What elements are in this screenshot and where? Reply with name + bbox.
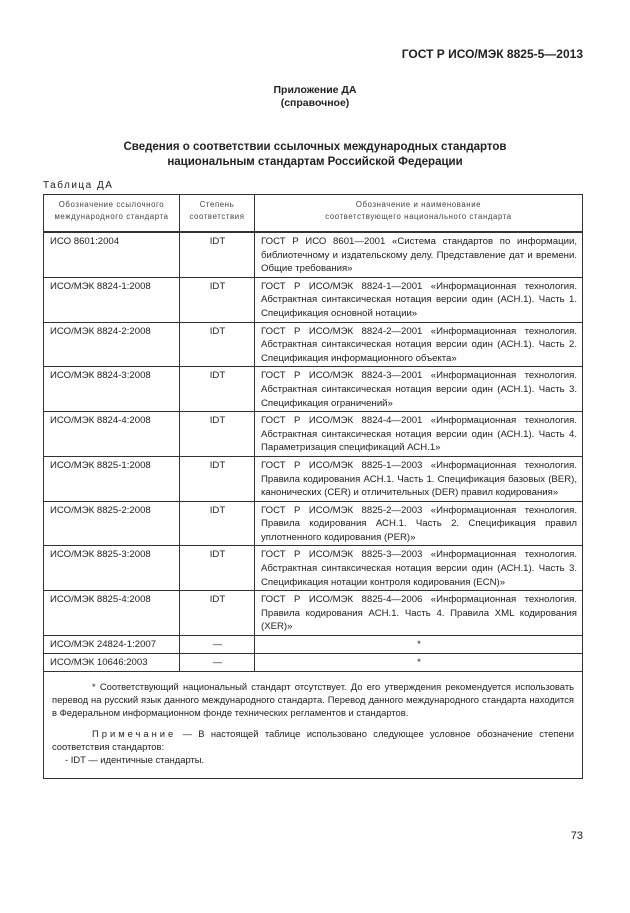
ref-cell: ИСО/МЭК 8825-4:2008	[43, 590, 180, 637]
ref-cell: ИСО/МЭК 8825-2:2008	[43, 500, 180, 547]
national-standard-cell: ГОСТ Р ИСО 8601—2001 «Система стандартов…	[254, 230, 583, 278]
table-row: ИСО/МЭК 8824-4:2008 IDT ГОСТ Р ИСО/МЭК 882…	[43, 411, 583, 457]
table-row: ИСО/МЭК 8825-3:2008 IDT ГОСТ Р ИСО/МЭК 882…	[43, 545, 583, 592]
note-label: Примечание	[92, 728, 177, 740]
degree-cell: IDT	[179, 545, 255, 592]
national-standard-cell: ГОСТ Р ИСО/МЭК 8824-2—2001 «Информационн…	[254, 321, 583, 368]
ref-cell: ИСО/МЭК 24824-1:2007	[43, 635, 180, 655]
section-title-line: Сведения о соответствии ссылочных междун…	[123, 141, 507, 153]
national-standard-cell: *	[254, 635, 583, 655]
page-number: 73	[570, 830, 583, 842]
table-row: ИСО/МЭК 8825-1:2008 IDT ГОСТ Р ИСО/МЭК 882…	[43, 455, 583, 502]
table-row: ИСО/МЭК 8825-2:2008 IDT ГОСТ Р ИСО/МЭК 882…	[43, 500, 583, 547]
annex-subtitle: (справочное)	[280, 97, 350, 109]
degree-cell: IDT	[179, 590, 255, 637]
degree-cell: IDT	[179, 276, 255, 323]
national-standard-cell: *	[254, 653, 583, 673]
correspondence-table: Обозначение ссылочного международного ста…	[43, 194, 583, 780]
national-standard-cell: ГОСТ Р ИСО/МЭК 8824-4—2001 «Информационн…	[254, 411, 583, 457]
degree-cell: IDT	[179, 455, 255, 502]
table-row: ИСО/МЭК 8824-3:2008 IDT ГОСТ Р ИСО/МЭК 882…	[43, 366, 583, 413]
table-row: ИСО/МЭК 8824-1:2008 IDT ГОСТ Р ИСО/МЭК 882…	[43, 276, 583, 323]
annex-title: Приложение ДА	[273, 84, 357, 96]
annex-heading: Приложение ДА (справочное)	[0, 84, 630, 110]
section-title-line: национальным стандартам Российской Федер…	[167, 156, 463, 168]
degree-cell: —	[179, 635, 255, 655]
degree-cell: IDT	[179, 411, 255, 457]
degree-cell: —	[179, 653, 255, 673]
table-row: ИСО/МЭК 24824-1:2007— *	[43, 635, 583, 655]
header-national: Обозначение и наименование соответствующе…	[254, 194, 583, 233]
ref-cell: ИСО/МЭК 10646:2003	[43, 653, 180, 673]
section-title: Сведения о соответствии ссылочных междун…	[0, 140, 630, 170]
ref-cell: ИСО/МЭК 8825-1:2008	[43, 455, 180, 502]
table-row: ИСО/МЭК 8825-4:2008 IDT ГОСТ Р ИСО/МЭК 882…	[43, 590, 583, 637]
table-row: ИСО/МЭК 10646:2003— *	[43, 653, 583, 673]
table-row: ИСО 8601:2004 IDT ГОСТ Р ИСО 8601—2001 «Си…	[43, 230, 583, 278]
table-row: ИСО/МЭК 8824-2:2008 IDT ГОСТ Р ИСО/МЭК 882…	[43, 321, 583, 368]
note: Примечание — В настоящей таблице использ…	[52, 727, 574, 753]
national-standard-cell: ГОСТ Р ИСО/МЭК 8825-2—2003 «Информационн…	[254, 500, 583, 547]
national-standard-cell: ГОСТ Р ИСО/МЭК 8824-3—2001 «Информационн…	[254, 366, 583, 413]
table-label: Таблица ДА	[43, 180, 114, 191]
footnote: * Соответствующий национальный стандарт …	[52, 681, 574, 719]
degree-cell: IDT	[179, 500, 255, 547]
degree-cell: IDT	[179, 321, 255, 368]
national-standard-cell: ГОСТ Р ИСО/МЭК 8825-4—2006 «Информационн…	[254, 590, 583, 637]
ref-cell: ИСО/МЭК 8824-4:2008	[43, 411, 180, 457]
ref-cell: ИСО/МЭК 8825-3:2008	[43, 545, 180, 592]
degree-cell: IDT	[179, 366, 255, 413]
national-standard-cell: ГОСТ Р ИСО/МЭК 8825-3—2003 «Информационн…	[254, 545, 583, 592]
note-text: — В настоящей таблице использовано следу…	[52, 728, 574, 753]
table-footnote-row: * Соответствующий национальный стандарт …	[43, 671, 583, 780]
header-ref: Обозначение ссылочного международного ста…	[43, 194, 180, 233]
ref-cell: ИСО/МЭК 8824-1:2008	[43, 276, 180, 323]
degree-cell: IDT	[179, 230, 255, 278]
footnote-cell: * Соответствующий национальный стандарт …	[43, 671, 583, 780]
national-standard-cell: ГОСТ Р ИСО/МЭК 8825-1—2003 «Информационн…	[254, 455, 583, 502]
header-degree: Степень соответствия	[179, 194, 255, 233]
ref-cell: ИСО/МЭК 8824-3:2008	[43, 366, 180, 413]
note-item: - IDT — идентичные стандарты.	[65, 754, 205, 766]
table-header-row: Обозначение ссылочного международного ста…	[43, 194, 583, 233]
ref-cell: ИСО 8601:2004	[43, 230, 180, 278]
ref-cell: ИСО/МЭК 8824-2:2008	[43, 321, 180, 368]
document-header: ГОСТ Р ИСО/МЭК 8825-5—2013	[401, 47, 583, 61]
national-standard-cell: ГОСТ Р ИСО/МЭК 8824-1—2001 «Информационн…	[254, 276, 583, 323]
